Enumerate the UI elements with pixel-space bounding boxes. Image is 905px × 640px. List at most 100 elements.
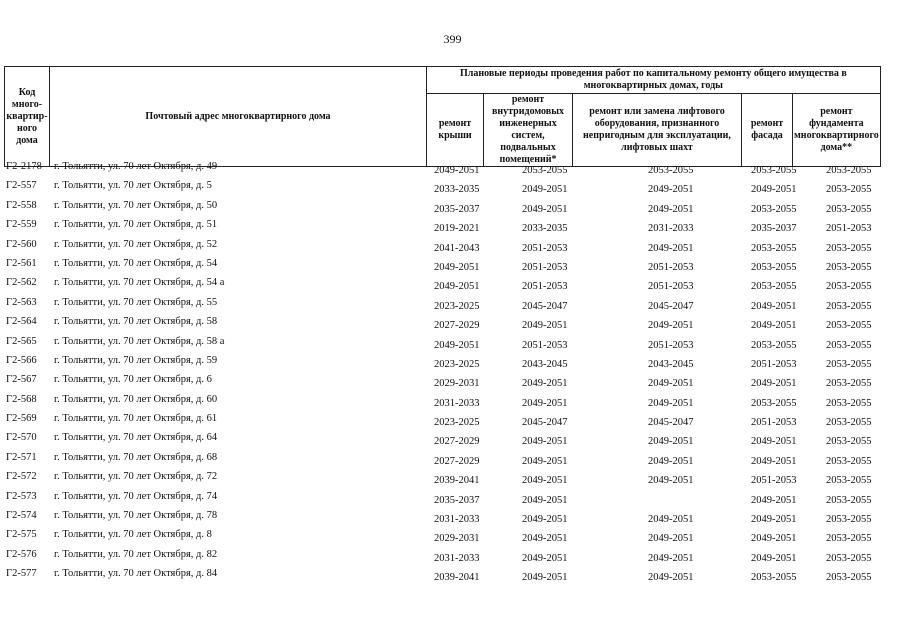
foundation-period: 2053-2055 — [826, 514, 872, 526]
roof-period: 2049-2051 — [434, 165, 480, 176]
facade-period: 2053-2055 — [751, 261, 797, 273]
house-code: Г2-569 — [6, 413, 37, 425]
roof-period: 2027-2029 — [434, 436, 480, 448]
house-code: Г2-564 — [6, 316, 37, 328]
elevator-period: 2051-2053 — [648, 261, 694, 273]
table-row: Г2-560 г. Тольятти, ул. 70 лет Октября, д… — [4, 238, 884, 257]
house-address: г. Тольятти, ул. 70 лет Октября, д. 60 — [54, 393, 218, 405]
house-code: Г2-574 — [6, 510, 37, 522]
elevator-period: 2051-2053 — [648, 339, 694, 351]
engineering-period: 2049-2051 — [522, 552, 568, 564]
house-address: г. Тольятти, ул. 70 лет Октября, д. 78 — [54, 510, 218, 522]
facade-period: 2049-2051 — [751, 533, 797, 545]
elevator-period: 2049-2051 — [648, 533, 694, 545]
foundation-period: 2053-2055 — [826, 165, 872, 176]
house-code: Г2-565 — [6, 335, 37, 347]
facade-period: 2053-2055 — [751, 281, 797, 293]
facade-period: 2053-2055 — [751, 203, 797, 215]
elevator-period: 2051-2053 — [648, 281, 694, 293]
house-code: Г2-563 — [6, 296, 37, 308]
roof-period: 2027-2029 — [434, 320, 480, 332]
facade-period: 2053-2055 — [751, 242, 797, 254]
foundation-period: 2053-2055 — [826, 436, 872, 448]
facade-period: 2049-2051 — [751, 552, 797, 564]
house-address: г. Тольятти, ул. 70 лет Октября, д. 52 — [54, 238, 218, 250]
table-row: Г2-569 г. Тольятти, ул. 70 лет Октября, д… — [4, 412, 884, 431]
engineering-period: 2049-2051 — [522, 203, 568, 215]
foundation-period: 2053-2055 — [826, 184, 872, 196]
engineering-period: 2049-2051 — [522, 184, 568, 196]
table-row: Г2-564 г. Тольятти, ул. 70 лет Октября, д… — [4, 315, 884, 334]
engineering-period: 2049-2051 — [522, 397, 568, 409]
foundation-period: 2053-2055 — [826, 455, 872, 467]
table-row: Г2-570 г. Тольятти, ул. 70 лет Октября, д… — [4, 431, 884, 450]
house-address: г. Тольятти, ул. 70 лет Октября, д. 58 а — [54, 335, 225, 347]
table-row: Г2-561 г. Тольятти, ул. 70 лет Октября, д… — [4, 257, 884, 276]
engineering-period: 2049-2051 — [522, 436, 568, 448]
engineering-period: 2049-2051 — [522, 455, 568, 467]
facade-period: 2049-2051 — [751, 184, 797, 196]
roof-period: 2029-2031 — [434, 533, 480, 545]
elevator-period: 2049-2051 — [648, 184, 694, 196]
facade-period: 2053-2055 — [751, 165, 797, 176]
house-code: Г2-557 — [6, 180, 37, 192]
elevator-period: 2049-2051 — [648, 203, 694, 215]
elevator-period: 2049-2051 — [648, 455, 694, 467]
foundation-period: 2053-2055 — [826, 417, 872, 429]
house-address: г. Тольятти, ул. 70 лет Октября, д. 6 — [54, 374, 212, 386]
engineering-period: 2049-2051 — [522, 533, 568, 545]
header-address: Почтовый адрес многоквартирного дома — [49, 66, 427, 167]
engineering-period: 2051-2053 — [522, 339, 568, 351]
page-number: 399 — [443, 32, 462, 46]
roof-period: 2031-2033 — [434, 397, 480, 409]
roof-period: 2041-2043 — [434, 242, 480, 254]
house-address: г. Тольятти, ул. 70 лет Октября, д. 8 — [54, 529, 212, 541]
house-address: г. Тольятти, ул. 70 лет Октября, д. 61 — [54, 413, 218, 425]
table-row: Г2-571 г. Тольятти, ул. 70 лет Октября, д… — [4, 451, 884, 470]
roof-period: 2019-2021 — [434, 223, 480, 235]
roof-period: 2027-2029 — [434, 455, 480, 467]
foundation-period: 2053-2055 — [826, 261, 872, 273]
facade-period: 2049-2051 — [751, 378, 797, 390]
foundation-period: 2053-2055 — [826, 475, 872, 487]
foundation-period: 2053-2055 — [826, 358, 872, 370]
roof-period: 2031-2033 — [434, 552, 480, 564]
engineering-period: 2045-2047 — [522, 417, 568, 429]
house-code: Г2-559 — [6, 219, 37, 231]
roof-period: 2039-2041 — [434, 475, 480, 487]
elevator-period: 2049-2051 — [648, 242, 694, 254]
engineering-period: 2049-2051 — [522, 475, 568, 487]
table-row: Г2-566 г. Тольятти, ул. 70 лет Октября, д… — [4, 354, 884, 373]
facade-period: 2049-2051 — [751, 436, 797, 448]
table-row: Г2-568 г. Тольятти, ул. 70 лет Октября, д… — [4, 393, 884, 412]
roof-period: 2031-2033 — [434, 514, 480, 526]
table-row: Г2-572 г. Тольятти, ул. 70 лет Октября, д… — [4, 470, 884, 489]
elevator-period: 2031-2033 — [648, 223, 694, 235]
roof-period: 2039-2041 — [434, 572, 480, 584]
engineering-period: 2049-2051 — [522, 320, 568, 332]
roof-period: 2033-2035 — [434, 184, 480, 196]
house-address: г. Тольятти, ул. 70 лет Октября, д. 58 — [54, 316, 218, 328]
foundation-period: 2053-2055 — [826, 378, 872, 390]
table-row: Г2-2178 г. Тольятти, ул. 70 лет Октября, … — [4, 160, 884, 179]
header-facade: ремонт фасада — [741, 93, 793, 167]
elevator-period: 2045-2047 — [648, 417, 694, 429]
house-code: Г2-567 — [6, 374, 37, 386]
house-address: г. Тольятти, ул. 70 лет Октября, д. 64 — [54, 432, 218, 444]
table-row: Г2-557 г. Тольятти, ул. 70 лет Октября, д… — [4, 179, 884, 198]
header-engineering: ремонт внутридомовых инженерных систем, … — [483, 93, 573, 167]
engineering-period: 2051-2053 — [522, 281, 568, 293]
header-foundation: ремонт фундамента многоквартирного дома*… — [792, 93, 881, 167]
table-body: Г2-2178 г. Тольятти, ул. 70 лет Октября, … — [4, 160, 884, 587]
table-row: Г2-573 г. Тольятти, ул. 70 лет Октября, д… — [4, 490, 884, 509]
engineering-period: 2045-2047 — [522, 300, 568, 312]
facade-period: 2049-2051 — [751, 494, 797, 506]
house-code: Г2-566 — [6, 354, 37, 366]
roof-period: 2049-2051 — [434, 339, 480, 351]
table-row: Г2-575 г. Тольятти, ул. 70 лет Октября, д… — [4, 528, 884, 547]
engineering-period: 2033-2035 — [522, 223, 568, 235]
table-row: Г2-567 г. Тольятти, ул. 70 лет Октября, д… — [4, 373, 884, 392]
house-address: г. Тольятти, ул. 70 лет Октября, д. 72 — [54, 471, 218, 483]
foundation-period: 2053-2055 — [826, 533, 872, 545]
table-row: Г2-574 г. Тольятти, ул. 70 лет Октября, д… — [4, 509, 884, 528]
